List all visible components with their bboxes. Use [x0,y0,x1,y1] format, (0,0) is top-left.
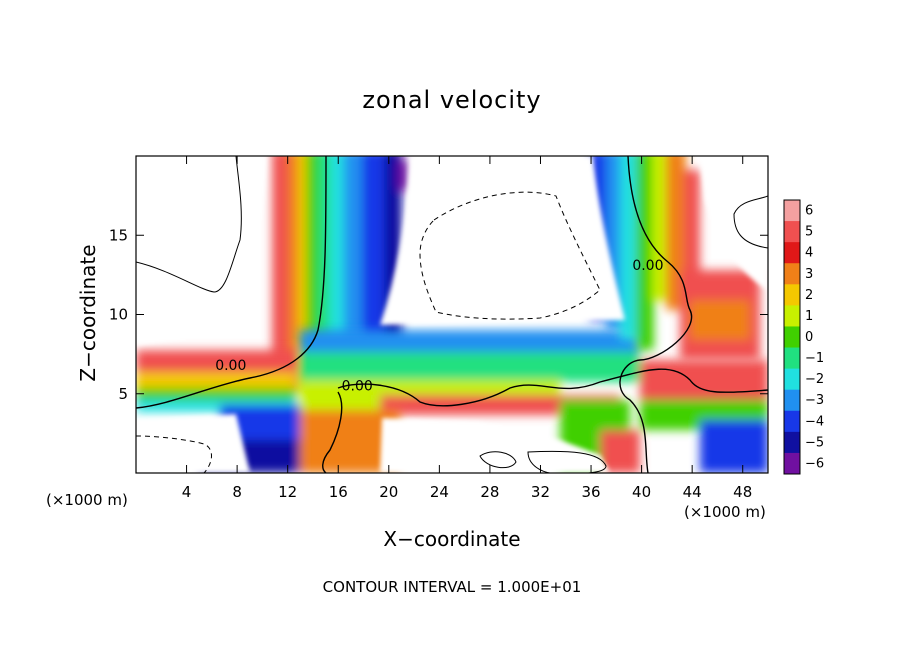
contour-label: 0.00 [215,358,246,374]
colorbar-label: −4 [805,414,824,429]
colorbar-swatch [784,263,800,285]
colorbar-frame [783,199,801,475]
colorbar-label: 2 [805,288,813,303]
colorbar-swatch [784,221,800,243]
contour-labels: 0.00 0.00 0.00 [215,258,663,395]
colorbar-label: 3 [805,267,813,282]
y-tick-label: 5 [118,385,128,403]
x-tick-label: 32 [531,483,550,501]
x-axis-unit: (×1000 m) [684,503,766,521]
x-tick-label: 20 [379,483,398,501]
colorbar-swatch [784,305,800,327]
colorbar-swatch [784,368,800,391]
colorbar-swatch [784,284,800,306]
colorbar-label: −1 [805,351,824,366]
z-axis-unit: (×1000 m) [46,491,128,509]
x-tick-label: 28 [480,483,499,501]
x-axis-label: X−coordinate [383,527,521,551]
colorbar-swatch [784,452,800,475]
colorbar-label: −2 [805,372,824,387]
x-tick-label: 36 [581,483,600,501]
colorbar-swatch [784,431,800,454]
velocity-field [136,156,768,473]
colorbar-swatch [784,200,800,222]
zero-contours-thin [136,156,768,473]
x-tick-label: 48 [733,483,752,501]
contour-label: 0.00 [632,258,663,274]
contour-lines [136,156,768,473]
x-tick-label: 24 [430,483,449,501]
chart-title: zonal velocity [362,86,542,114]
colorbar-swatch [784,389,800,412]
x-tick-label: 12 [278,483,297,501]
colorbar-swatch [784,326,800,349]
colorbar: 6 5 4 3 2 1 0 −1 −2 −3 −4 −5 −6 [783,199,824,475]
colorbar-label: 1 [805,309,813,324]
y-axis-ticks: 5 10 15 [109,226,768,403]
y-tick-label: 15 [109,226,128,244]
x-axis-ticks: 4 8 12 16 20 24 28 32 36 40 44 48 [182,156,752,501]
colorbar-swatch [784,410,800,433]
colorbar-label: 4 [805,246,813,261]
colorbar-label: 6 [805,204,813,219]
x-tick-label: 4 [182,483,192,501]
colorbar-swatch [784,242,800,264]
y-tick-label: 10 [109,306,128,324]
colorbar-label: 0 [805,330,813,345]
x-tick-label: 8 [232,483,242,501]
colorbar-swatch [784,347,800,370]
colorbar-label: −3 [805,393,824,408]
x-tick-label: 44 [683,483,702,501]
colorbar-label: 5 [805,225,813,240]
x-tick-label: 40 [632,483,651,501]
x-tick-label: 16 [329,483,348,501]
contour-label: 0.00 [342,379,373,395]
colorbar-label: −5 [805,435,824,450]
colorbar-label: −6 [805,456,824,471]
negative-contours [136,191,601,473]
contour-interval-note: CONTOUR INTERVAL = 1.000E+01 [322,578,582,596]
